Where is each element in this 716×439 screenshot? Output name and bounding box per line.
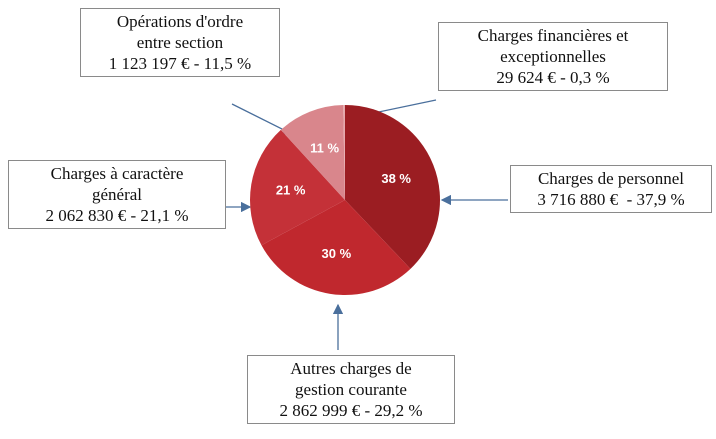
- slice-label: 21 %: [276, 182, 306, 197]
- amount-label: 2 062 830 € - 21,1 %: [45, 206, 189, 225]
- category-label: Opérations d'ordre entre section: [116, 12, 244, 52]
- slice: [250, 129, 345, 246]
- category-label: Charges à caractère général: [50, 164, 184, 204]
- callout: Autres charges de gestion courante 2 862 …: [247, 355, 455, 424]
- category-label: Autres charges de gestion courante: [290, 359, 412, 399]
- callout: Charges financières et exceptionnelles 29…: [438, 22, 668, 91]
- amount-label: 2 862 999 € - 29,2 %: [279, 401, 423, 420]
- slice: [343, 105, 345, 200]
- slice: [280, 105, 345, 200]
- callout: Charges à caractère général 2 062 830 € -…: [8, 160, 226, 229]
- pie: [250, 105, 441, 295]
- slice: [261, 200, 411, 295]
- category-label: Charges financières et exceptionnelles: [477, 26, 629, 66]
- slice: [345, 105, 441, 269]
- amount-label: 3 716 880 € - 37,9 %: [537, 190, 685, 209]
- amount-label: 29 624 € - 0,3 %: [496, 68, 610, 87]
- slice-label: 30 %: [322, 246, 352, 261]
- amount-label: 1 123 197 € - 11,5 %: [108, 54, 252, 73]
- category-label: Charges de personnel: [537, 169, 685, 188]
- slice-label: 38 %: [381, 171, 411, 186]
- callout: Opérations d'ordre entre section 1 123 19…: [80, 8, 280, 77]
- callout: Charges de personnel 3 716 880 € - 37,9 %: [510, 165, 712, 213]
- slice-label: 11 %: [310, 140, 339, 155]
